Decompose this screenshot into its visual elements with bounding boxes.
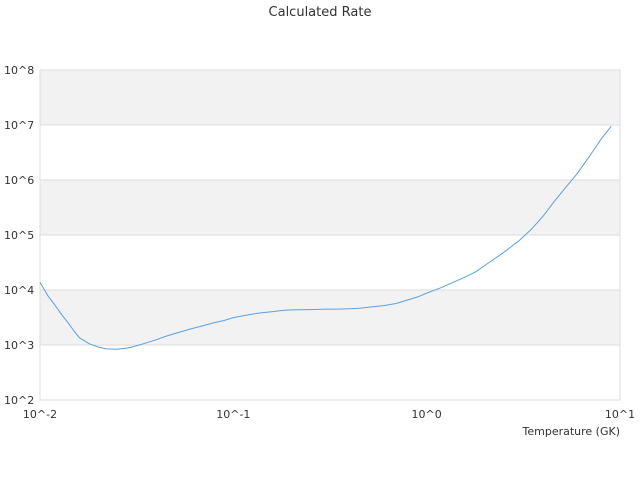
plot-band [40, 345, 620, 400]
y-tick-labels: 10^2 10^3 10^4 10^5 10^6 10^7 10^8 [4, 64, 34, 407]
plot-band [40, 125, 620, 180]
y-tick-label: 10^3 [4, 339, 34, 352]
x-tick-label: 10^-1 [216, 408, 250, 421]
grid-lines [39, 69, 621, 401]
plot-band [40, 235, 620, 290]
chart-title: Calculated Rate [269, 5, 372, 20]
plot-band [40, 70, 620, 125]
plot-band [40, 290, 620, 345]
plot-band [40, 180, 620, 235]
x-tick-labels: 10^-2 10^-1 10^0 10^1 [23, 408, 635, 421]
y-tick-label: 10^7 [4, 119, 34, 132]
series-line [39, 125, 612, 350]
y-tick-label: 10^5 [4, 229, 34, 242]
y-tick-label: 10^6 [4, 174, 34, 187]
x-tick-label: 10^-2 [23, 408, 57, 421]
y-tick-label: 10^4 [4, 284, 34, 297]
x-tick-label: 10^0 [412, 408, 442, 421]
x-axis-label: Temperature (GK) [522, 425, 621, 438]
x-tick-label: 10^1 [605, 408, 635, 421]
plot-bands [40, 70, 620, 400]
y-tick-label: 10^8 [4, 64, 34, 77]
y-tick-label: 10^2 [4, 394, 34, 407]
series-group [39, 125, 612, 350]
